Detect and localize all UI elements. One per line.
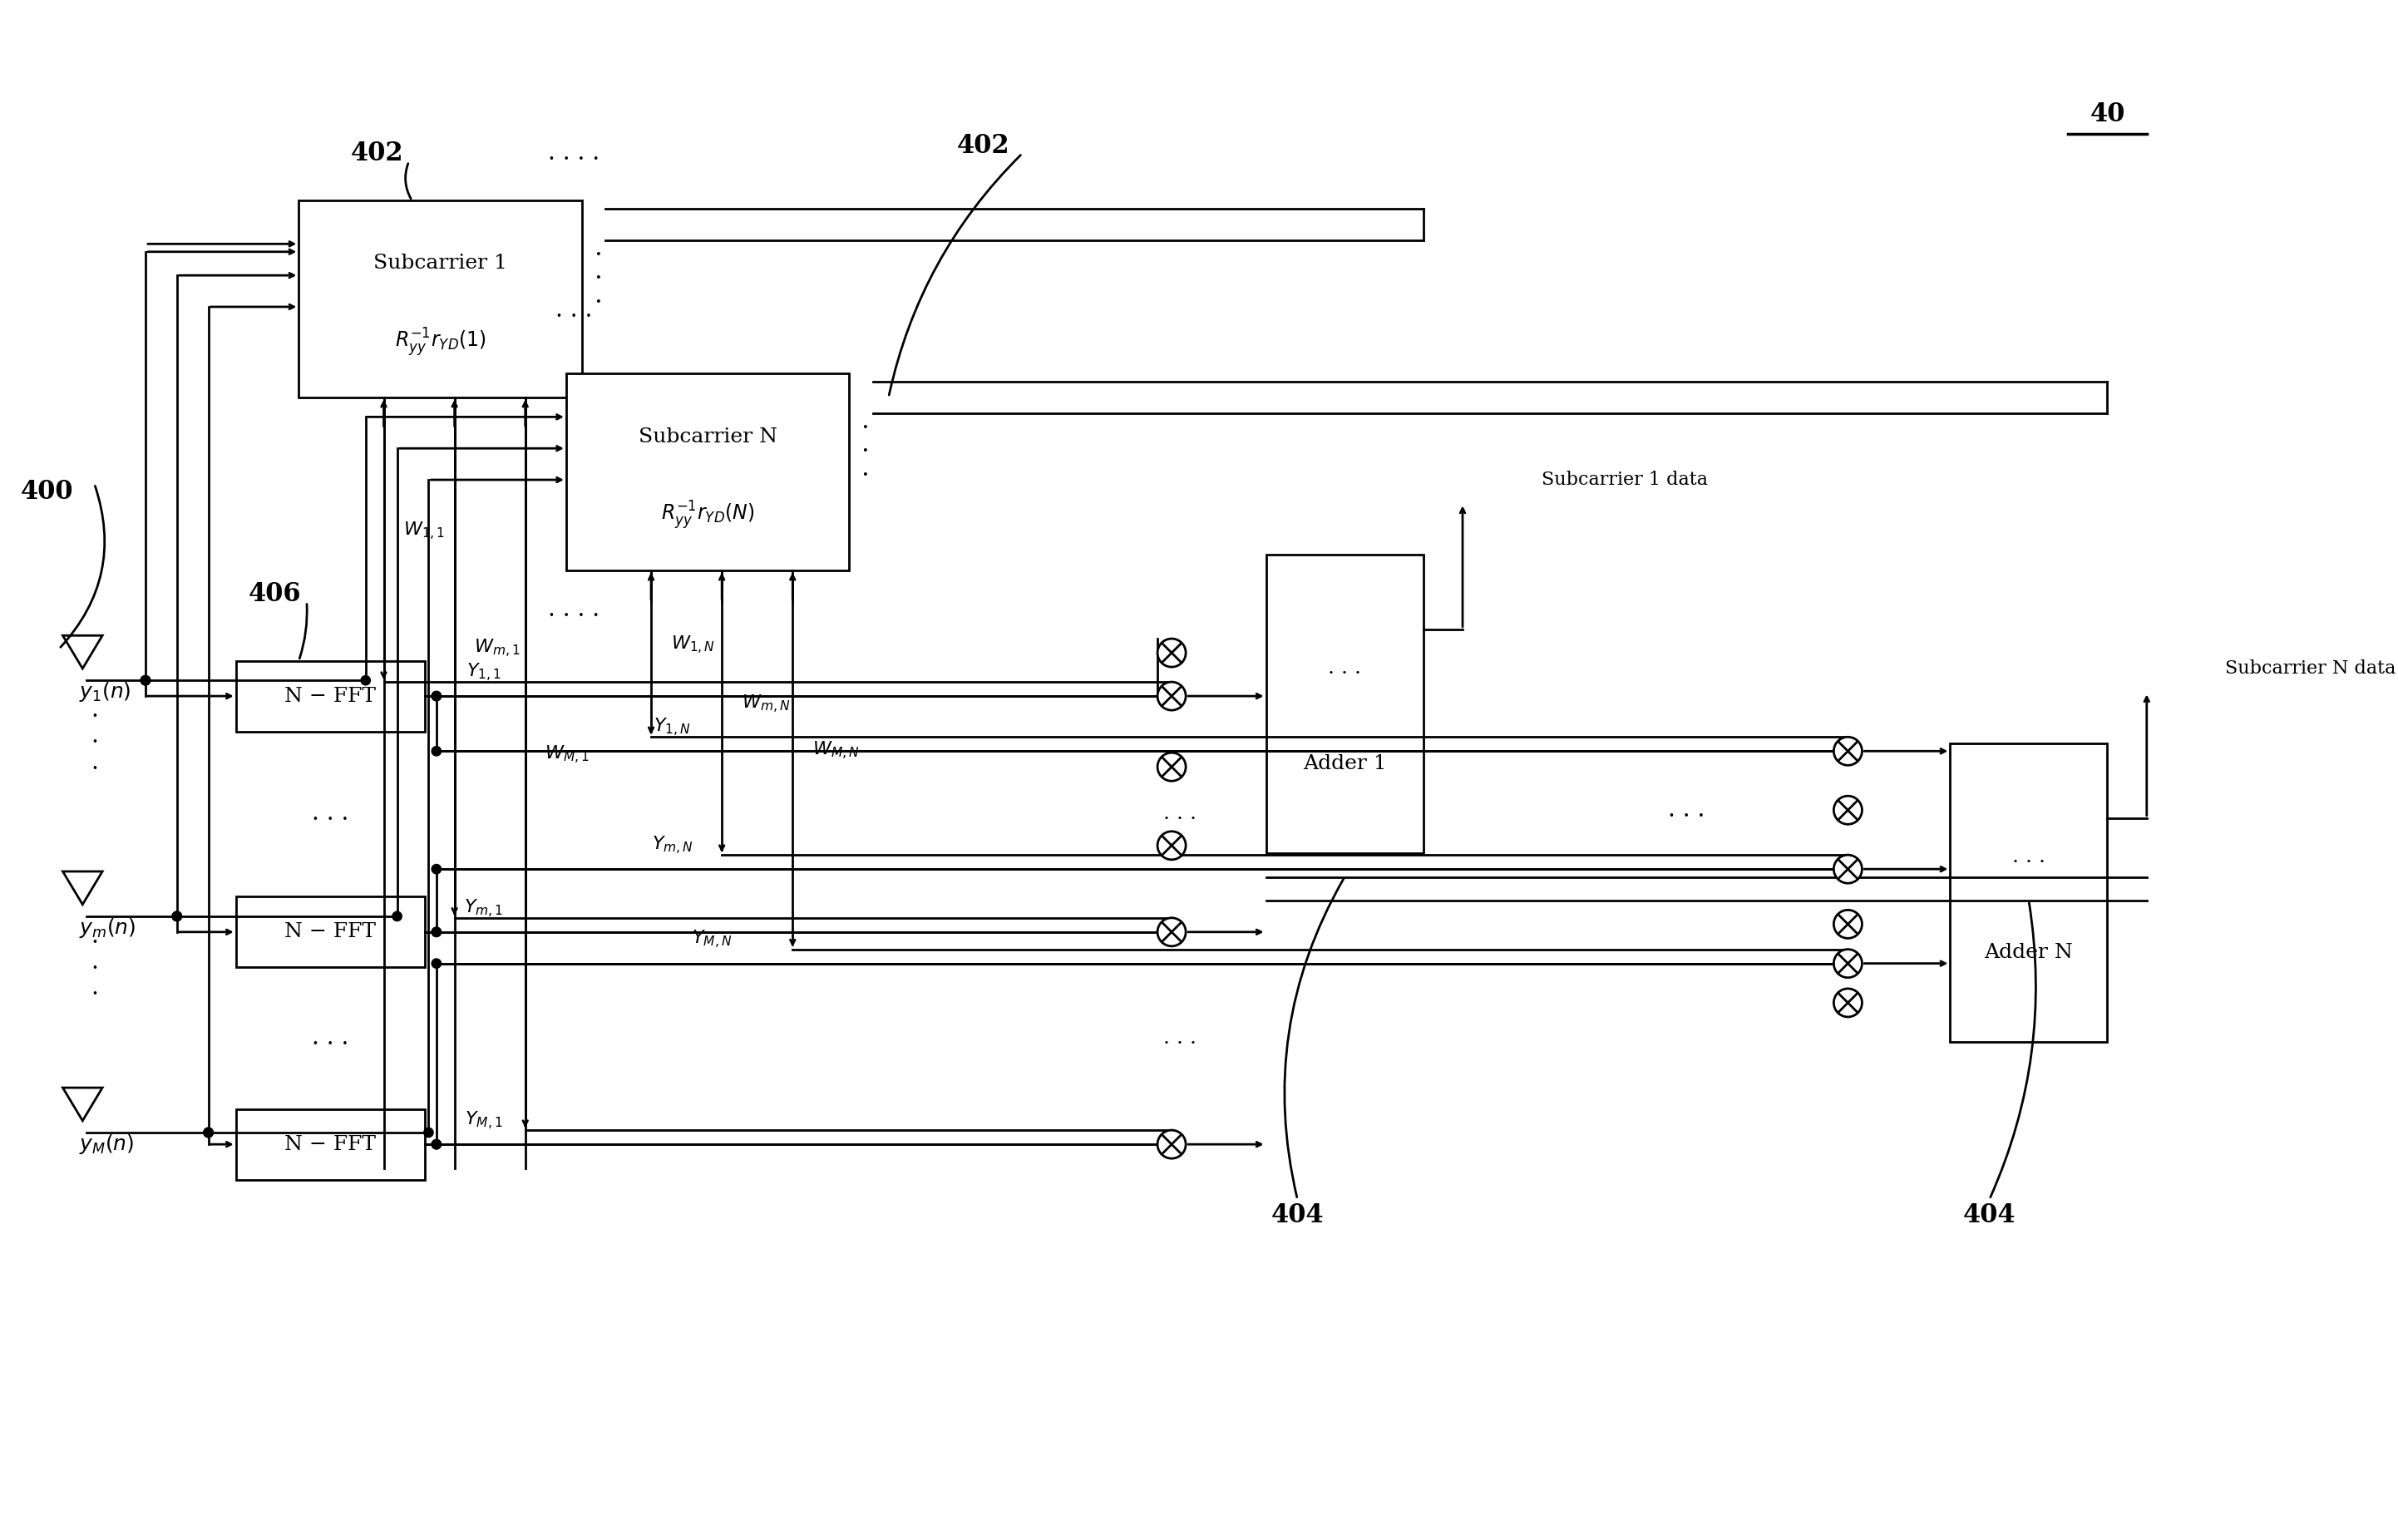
Text: ·: · — [595, 266, 602, 293]
Text: $W_{M,N}$: $W_{M,N}$ — [813, 741, 858, 762]
Circle shape — [204, 1127, 213, 1137]
Bar — [235, 1109, 424, 1180]
Text: . . .: . . . — [1163, 804, 1197, 824]
Text: $y_M(n)$: $y_M(n)$ — [79, 1133, 134, 1157]
Circle shape — [1158, 682, 1185, 710]
Circle shape — [1834, 855, 1863, 884]
Text: . . .: . . . — [556, 299, 592, 322]
Text: . . .: . . . — [312, 802, 348, 825]
Circle shape — [424, 1127, 434, 1137]
Text: ·: · — [861, 416, 868, 442]
Circle shape — [1158, 639, 1185, 667]
Circle shape — [432, 691, 441, 701]
Text: 402: 402 — [957, 132, 1010, 159]
Circle shape — [1834, 738, 1863, 765]
Circle shape — [432, 691, 441, 701]
Text: . . . .: . . . . — [549, 142, 600, 165]
Text: · · ·: · · · — [2012, 853, 2045, 872]
Circle shape — [141, 676, 151, 685]
Circle shape — [432, 747, 441, 756]
Text: ·: · — [595, 243, 602, 268]
Circle shape — [1834, 910, 1863, 938]
Text: · · ·: · · · — [1328, 664, 1362, 684]
Circle shape — [141, 676, 151, 685]
Bar — [235, 896, 424, 967]
Text: $W_{1,1}$: $W_{1,1}$ — [403, 521, 446, 542]
Bar — [1266, 554, 1424, 853]
Text: 402: 402 — [350, 140, 403, 166]
Polygon shape — [62, 872, 103, 904]
Text: $y_1(n)$: $y_1(n)$ — [79, 681, 129, 704]
Bar — [300, 200, 583, 397]
Circle shape — [1158, 918, 1185, 946]
Circle shape — [173, 912, 182, 921]
Bar — [1950, 744, 2108, 1043]
Polygon shape — [62, 636, 103, 668]
Text: ·: · — [861, 464, 868, 488]
Circle shape — [432, 864, 441, 873]
Circle shape — [1158, 1130, 1185, 1158]
Circle shape — [393, 912, 403, 921]
Text: Adder 1: Adder 1 — [1302, 755, 1386, 773]
Circle shape — [141, 676, 151, 685]
Text: $Y_{m,N}$: $Y_{m,N}$ — [652, 835, 693, 856]
Text: 404: 404 — [1964, 1203, 2017, 1227]
Text: $W_{m,1}$: $W_{m,1}$ — [475, 638, 520, 659]
Circle shape — [173, 912, 182, 921]
Circle shape — [432, 1140, 441, 1149]
Circle shape — [432, 927, 441, 936]
Text: ·
·
·: · · · — [91, 707, 98, 781]
Circle shape — [204, 1127, 213, 1137]
Text: Adder N: Adder N — [1986, 942, 2074, 962]
Text: . . .: . . . — [312, 1027, 348, 1049]
Bar — [235, 661, 424, 732]
Circle shape — [1834, 796, 1863, 824]
Text: 404: 404 — [1271, 1203, 1324, 1227]
Text: ·
·
·: · · · — [91, 932, 98, 1007]
Text: . . . .: . . . . — [549, 599, 600, 621]
Text: 406: 406 — [249, 581, 302, 607]
Text: $W_{M,1}$: $W_{M,1}$ — [544, 744, 590, 765]
Text: $y_m(n)$: $y_m(n)$ — [79, 916, 137, 939]
Text: $Y_{m,1}$: $Y_{m,1}$ — [463, 898, 504, 919]
Text: . . .: . . . — [1163, 1029, 1197, 1047]
Circle shape — [432, 959, 441, 969]
Text: N − FFT: N − FFT — [285, 1135, 376, 1153]
Text: Subcarrier 1: Subcarrier 1 — [374, 254, 508, 273]
Text: ·: · — [861, 439, 868, 465]
Circle shape — [432, 927, 441, 936]
Text: N − FFT: N − FFT — [285, 687, 376, 705]
Circle shape — [204, 1127, 213, 1137]
Polygon shape — [62, 1087, 103, 1121]
Text: Subcarrier N data: Subcarrier N data — [2225, 659, 2396, 678]
Circle shape — [432, 1140, 441, 1149]
Text: 400: 400 — [22, 479, 74, 505]
Text: Subcarrier 1 data: Subcarrier 1 data — [1542, 471, 1707, 490]
Text: $W_{1,N}$: $W_{1,N}$ — [671, 634, 715, 656]
Text: . . .: . . . — [1669, 799, 1705, 821]
Text: $R_{yy}^{-1}r_{YD}(N)$: $R_{yy}^{-1}r_{YD}(N)$ — [662, 499, 755, 531]
Text: $Y_{M,1}$: $Y_{M,1}$ — [465, 1110, 504, 1132]
Text: N − FFT: N − FFT — [285, 922, 376, 941]
Text: $R_{yy}^{-1}r_{YD}(1)$: $R_{yy}^{-1}r_{YD}(1)$ — [396, 326, 487, 359]
Text: Subcarrier N: Subcarrier N — [638, 427, 777, 447]
Bar — [566, 374, 849, 570]
Circle shape — [1834, 989, 1863, 1016]
Circle shape — [1158, 832, 1185, 859]
Text: 40: 40 — [2089, 102, 2125, 126]
Circle shape — [362, 676, 369, 685]
Text: $Y_{1,N}$: $Y_{1,N}$ — [655, 716, 691, 738]
Circle shape — [1158, 753, 1185, 781]
Circle shape — [173, 912, 182, 921]
Text: $Y_{1,1}$: $Y_{1,1}$ — [465, 662, 501, 684]
Text: $W_{m,N}$: $W_{m,N}$ — [741, 693, 789, 715]
Circle shape — [1834, 949, 1863, 978]
Text: $Y_{M,N}$: $Y_{M,N}$ — [691, 929, 731, 950]
Text: ·: · — [595, 290, 602, 316]
